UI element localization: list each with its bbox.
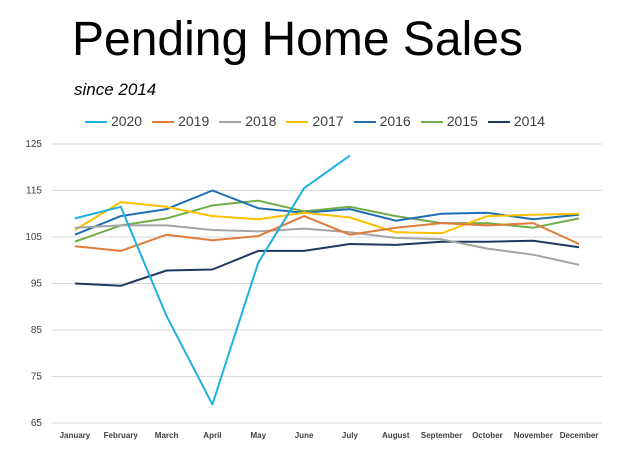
x-tick-label: May xyxy=(250,431,266,440)
legend-swatch xyxy=(487,120,510,123)
x-tick-label: April xyxy=(203,431,221,440)
y-tick-label: 115 xyxy=(26,186,42,197)
legend-item-2017: 2017 xyxy=(286,113,344,130)
x-tick-label: November xyxy=(514,431,553,440)
y-tick-label: 105 xyxy=(25,232,42,243)
gridlines xyxy=(52,143,602,424)
legend-item-2020: 2020 xyxy=(84,113,143,130)
legend-label: 2014 xyxy=(513,113,546,130)
legend-item-2019: 2019 xyxy=(152,113,209,129)
legend-swatch xyxy=(353,120,376,123)
x-tick-label: July xyxy=(342,431,359,440)
series-line-2015 xyxy=(74,199,580,243)
legend-label: 2018 xyxy=(245,113,277,130)
legend-swatch xyxy=(219,120,242,123)
chart-subtitle: since 2014 xyxy=(74,80,157,99)
series-line-2014 xyxy=(74,239,580,287)
y-tick-label: 125 xyxy=(25,139,42,150)
legend-item-2016: 2016 xyxy=(353,113,411,130)
legend-swatch xyxy=(84,120,107,123)
series-line-2017 xyxy=(74,201,580,235)
legend-label: 2020 xyxy=(110,113,143,130)
series-line-2018 xyxy=(74,224,580,266)
series-line-2020 xyxy=(74,154,351,406)
legend-swatch xyxy=(152,120,175,123)
legend-label: 2016 xyxy=(379,113,411,130)
legend-item-2014: 2014 xyxy=(487,113,546,130)
legend-label: 2019 xyxy=(178,113,210,130)
y-tick-label: 65 xyxy=(31,418,43,429)
legend-label: 2017 xyxy=(312,113,344,130)
x-tick-label: March xyxy=(155,431,179,440)
x-tick-label: January xyxy=(60,431,91,440)
legend-item-2018: 2018 xyxy=(219,113,276,129)
x-tick-label: June xyxy=(295,431,314,440)
legend-label: 2015 xyxy=(446,113,478,130)
legend-item-2015: 2015 xyxy=(420,113,478,130)
chart-legend: 2020 2019 2018 2017 2016 2015 2014 xyxy=(0,112,630,129)
x-tick-label: September xyxy=(421,431,462,440)
legend-swatch xyxy=(286,120,309,123)
y-tick-label: 75 xyxy=(31,372,43,383)
series-line-2016 xyxy=(74,189,580,236)
chart-title: Pending Home Sales xyxy=(72,13,523,66)
x-axis-ticks: January February March April May June July Augu… xyxy=(60,431,599,440)
x-tick-label: October xyxy=(472,431,503,440)
series-line-2019 xyxy=(74,215,580,252)
x-tick-label: December xyxy=(560,431,599,440)
y-tick-label: 95 xyxy=(31,279,43,290)
y-tick-label: 85 xyxy=(31,325,43,336)
x-tick-label: February xyxy=(104,431,139,440)
x-tick-label: August xyxy=(382,431,410,440)
legend-swatch xyxy=(420,120,443,123)
y-axis-ticks: 65 75 85 95 105 115 125 xyxy=(25,139,42,429)
series-lines xyxy=(74,154,580,406)
